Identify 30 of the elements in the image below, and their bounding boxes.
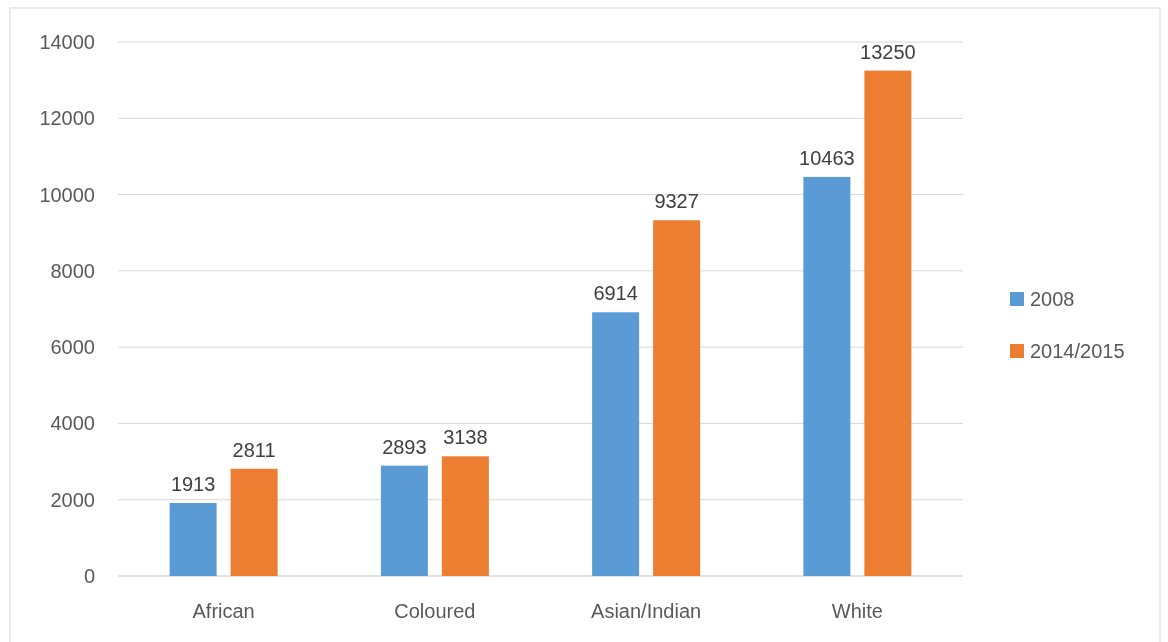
y-tick-label: 10000 bbox=[39, 183, 95, 206]
y-tick-label: 12000 bbox=[39, 107, 95, 130]
data-label: 2893 bbox=[382, 435, 427, 458]
y-tick-label: 14000 bbox=[39, 31, 95, 53]
data-label: 3138 bbox=[443, 426, 488, 449]
bar bbox=[653, 220, 701, 576]
bar bbox=[803, 176, 851, 576]
legend-label: 2014/2015 bbox=[1030, 340, 1125, 362]
bar bbox=[230, 468, 278, 576]
data-label: 13250 bbox=[860, 40, 916, 63]
x-tick-label: Asian/Indian bbox=[591, 600, 702, 622]
y-tick-label: 2000 bbox=[50, 488, 95, 511]
y-tick-label: 4000 bbox=[50, 412, 95, 435]
bar bbox=[592, 312, 640, 576]
bar bbox=[169, 503, 217, 576]
x-tick-label: African bbox=[192, 600, 255, 622]
y-tick-label: 6000 bbox=[50, 336, 95, 359]
x-tick-label: White bbox=[831, 600, 883, 622]
data-label: 1913 bbox=[170, 473, 216, 496]
data-label: 9327 bbox=[654, 190, 699, 213]
data-label: 6914 bbox=[593, 282, 638, 305]
bar bbox=[864, 70, 912, 576]
data-label: 2811 bbox=[232, 438, 276, 461]
y-tick-label: 0 bbox=[83, 565, 95, 587]
y-tick-label: 8000 bbox=[50, 259, 95, 282]
legend-label: 2008 bbox=[1030, 288, 1075, 310]
bar bbox=[441, 456, 489, 576]
bar bbox=[380, 465, 428, 576]
x-tick-label: Coloured bbox=[394, 600, 476, 622]
data-label: 10463 bbox=[799, 146, 855, 169]
